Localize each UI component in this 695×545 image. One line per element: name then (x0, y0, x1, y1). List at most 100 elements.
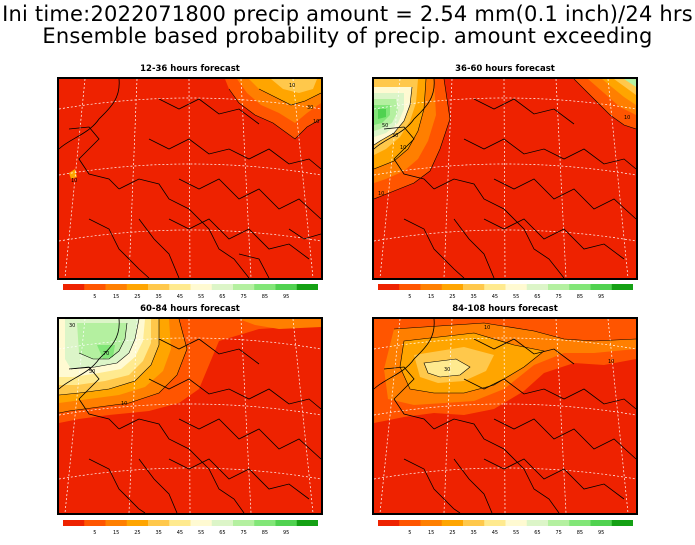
colorbar-swatch (420, 520, 443, 526)
colorbar-swatch (63, 520, 85, 526)
colorbar-swatch (399, 284, 421, 290)
colorbar-tick-label: 95 (283, 530, 289, 536)
colorbar-swatch (378, 520, 400, 526)
contour-label: 10 (400, 145, 406, 151)
contour-label: 10 (624, 115, 630, 121)
colorbar-swatch (463, 520, 485, 526)
probability-map: 10 30 10 10 (57, 77, 323, 280)
colorbar-swatch (275, 520, 298, 526)
colorbar-swatch (548, 284, 570, 290)
colorbar-tick-label: 55 (198, 294, 204, 300)
colorbar-swatch (190, 520, 213, 526)
colorbar-tick-label: 85 (262, 530, 268, 536)
colorbar-swatch (399, 520, 421, 526)
colorbar-swatch (505, 520, 528, 526)
colorbar-tick-label: 5 (408, 294, 411, 300)
colorbar-swatch (275, 284, 298, 290)
colorbar-swatch (420, 284, 443, 290)
contour-label: 50 (382, 123, 388, 129)
contour-label: 10 (121, 401, 127, 407)
colorbar-svg: 5 15 25 35 45 55 65 75 85 95 (63, 284, 318, 300)
colorbar-swatch (526, 284, 549, 290)
forecast-panel-36-60: 36-60 hours forecast (372, 64, 638, 300)
colorbar-swatch (169, 520, 191, 526)
colorbar-tick-label: 25 (134, 530, 140, 536)
colorbar-tick-label: 15 (113, 294, 119, 300)
colorbar-swatch (611, 284, 633, 290)
colorbar-swatch (84, 520, 106, 526)
contour-label: 10 (289, 83, 295, 89)
colorbar-swatch (296, 520, 318, 526)
forecast-panel-60-84: 60-84 hours forecast (57, 304, 323, 536)
contour-label: 10 (71, 178, 77, 184)
colorbar-tick-label: 25 (449, 530, 455, 536)
panel-title: 36-60 hours forecast (455, 64, 555, 74)
colorbar-tick-label: 75 (555, 530, 561, 536)
colorbar-swatch (296, 284, 318, 290)
colorbar-tick-label: 35 (470, 294, 476, 300)
contour-label: 10 (608, 359, 614, 365)
colorbar-tick-label: 45 (492, 294, 498, 300)
colorbar-tick-label: 5 (408, 530, 411, 536)
colorbar-tick-label: 75 (240, 530, 246, 536)
colorbar-swatch (441, 284, 464, 290)
colorbar-tick-label: 35 (155, 530, 161, 536)
colorbar-svg: 5 15 25 35 45 55 65 75 85 95 (378, 284, 633, 300)
probability-map: 10 30 10 (372, 317, 638, 515)
colorbar-swatch (484, 284, 506, 290)
colorbar-swatch (611, 520, 633, 526)
colorbar-tick-label: 75 (555, 294, 561, 300)
colorbar-tick-label: 25 (449, 294, 455, 300)
colorbar-tick-label: 15 (113, 530, 119, 536)
colorbar-tick-label: 55 (513, 530, 519, 536)
colorbar-swatch (233, 284, 255, 290)
contour-label: 30 (392, 133, 398, 139)
contour-label: 30 (69, 323, 75, 329)
colorbar: 5 15 25 35 45 55 65 75 85 95 (63, 520, 318, 538)
colorbar-tick-label: 45 (177, 294, 183, 300)
colorbar-tick-label: 15 (428, 530, 434, 536)
colorbar-tick-label: 45 (177, 530, 183, 536)
colorbar-swatch (254, 520, 276, 526)
colorbar-swatch (569, 520, 591, 526)
colorbar-swatch (211, 520, 234, 526)
colorbar-tick-label: 25 (134, 294, 140, 300)
colorbar-swatch (590, 520, 613, 526)
colorbar-swatch (126, 284, 149, 290)
colorbar-tick-label: 65 (219, 530, 225, 536)
colorbar-swatch (484, 520, 506, 526)
colorbar-tick-label: 75 (240, 294, 246, 300)
title-line-1: Ini time:2022071800 precip amount = 2.54… (2, 2, 693, 26)
colorbar-swatch (233, 520, 255, 526)
colorbar-swatch (105, 520, 128, 526)
colorbar-swatch (148, 284, 170, 290)
colorbar-tick-label: 85 (577, 294, 583, 300)
colorbar: 5 15 25 35 45 55 65 75 85 95 (63, 284, 318, 302)
colorbar-swatch (254, 284, 276, 290)
colorbar-tick-label: 55 (513, 294, 519, 300)
probability-map: 10 30 50 10 10 (372, 77, 638, 280)
panel-title: 60-84 hours forecast (140, 304, 240, 314)
colorbar-tick-label: 95 (283, 294, 289, 300)
colorbar-swatch (463, 284, 485, 290)
colorbar-swatch (105, 284, 128, 290)
probability-map: 10 30 50 70 (57, 317, 323, 515)
colorbar-swatch (378, 284, 400, 290)
colorbar-swatch (441, 520, 464, 526)
contour-label: 70 (103, 351, 109, 357)
contour-label: 10 (378, 191, 384, 197)
contour-label: 50 (89, 369, 95, 375)
colorbar-swatch (190, 284, 213, 290)
forecast-panel-84-108: 84-108 hours forecast (372, 304, 638, 536)
panel-title: 84-108 hours forecast (452, 304, 558, 314)
colorbar-tick-label: 15 (428, 294, 434, 300)
colorbar-tick-label: 65 (219, 294, 225, 300)
colorbar-svg: 5 15 25 35 45 55 65 75 85 95 (378, 520, 633, 536)
title-line-2: Ensemble based probability of precip. am… (42, 24, 653, 48)
colorbar-swatch (169, 284, 191, 290)
colorbar-tick-label: 85 (577, 530, 583, 536)
colorbar-tick-label: 5 (93, 294, 96, 300)
colorbar-tick-label: 85 (262, 294, 268, 300)
contour-label: 30 (444, 367, 450, 373)
colorbar-tick-label: 65 (534, 530, 540, 536)
